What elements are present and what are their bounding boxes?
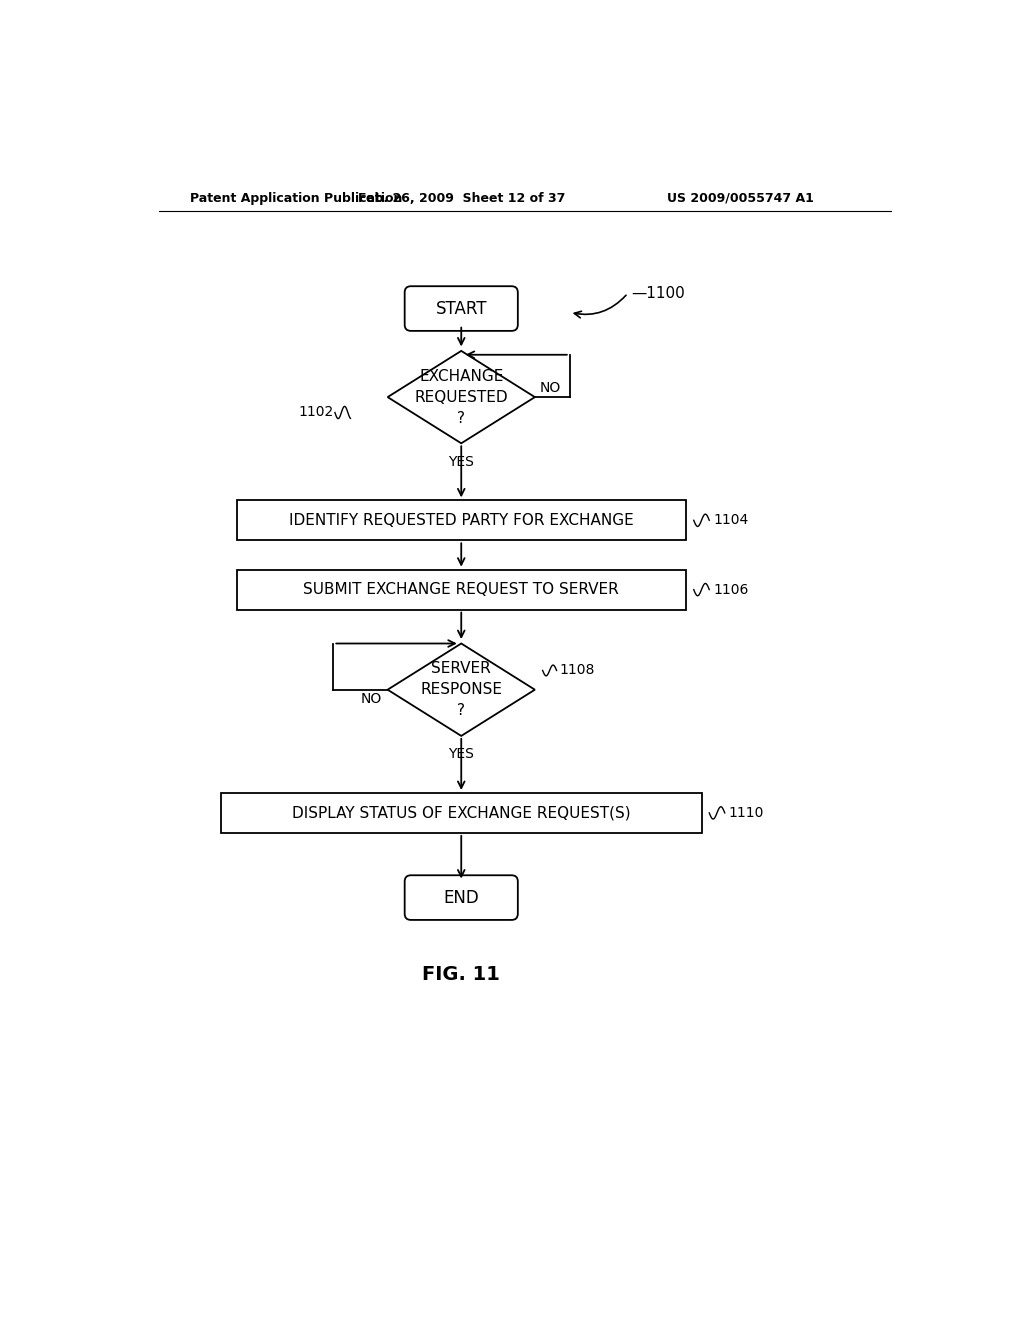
Text: IDENTIFY REQUESTED PARTY FOR EXCHANGE: IDENTIFY REQUESTED PARTY FOR EXCHANGE — [289, 512, 634, 528]
Text: 1108: 1108 — [560, 664, 595, 677]
Text: YES: YES — [449, 455, 474, 469]
Text: 1102: 1102 — [298, 405, 334, 420]
FancyBboxPatch shape — [404, 875, 518, 920]
Text: END: END — [443, 888, 479, 907]
Text: Patent Application Publication: Patent Application Publication — [190, 191, 402, 205]
Polygon shape — [388, 351, 535, 444]
Bar — [237, 570, 686, 610]
Text: DISPLAY STATUS OF EXCHANGE REQUEST(S): DISPLAY STATUS OF EXCHANGE REQUEST(S) — [292, 805, 631, 821]
FancyBboxPatch shape — [404, 286, 518, 331]
Text: NO: NO — [540, 381, 561, 395]
Text: NO: NO — [360, 692, 381, 706]
Text: 1110: 1110 — [729, 807, 764, 820]
Text: SERVER
RESPONSE
?: SERVER RESPONSE ? — [420, 661, 502, 718]
Text: —1100: —1100 — [632, 285, 685, 301]
Text: EXCHANGE
REQUESTED
?: EXCHANGE REQUESTED ? — [415, 368, 508, 425]
Bar — [237, 500, 686, 540]
Text: SUBMIT EXCHANGE REQUEST TO SERVER: SUBMIT EXCHANGE REQUEST TO SERVER — [303, 582, 620, 597]
Text: 1104: 1104 — [713, 513, 749, 527]
Text: FIG. 11: FIG. 11 — [422, 965, 500, 985]
Text: Feb. 26, 2009  Sheet 12 of 37: Feb. 26, 2009 Sheet 12 of 37 — [357, 191, 565, 205]
Text: YES: YES — [449, 747, 474, 762]
Text: US 2009/0055747 A1: US 2009/0055747 A1 — [667, 191, 813, 205]
Polygon shape — [388, 644, 535, 737]
Text: START: START — [435, 300, 487, 318]
Bar — [221, 793, 701, 833]
Text: 1106: 1106 — [713, 582, 749, 597]
